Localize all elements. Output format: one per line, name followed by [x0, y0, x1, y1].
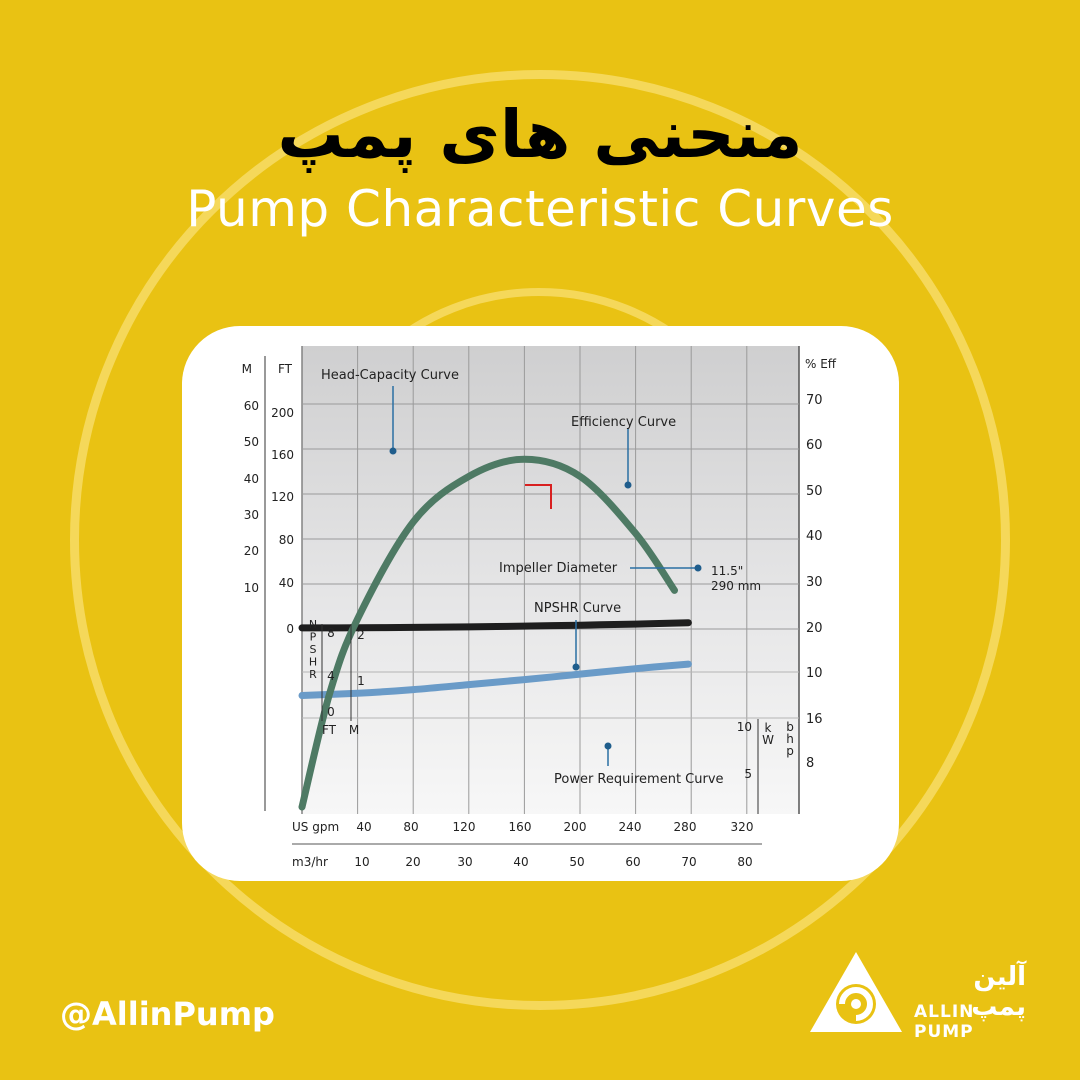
bhp-axis-letter: b [786, 720, 794, 734]
kw-axis-letter: k [765, 721, 772, 735]
plot-background [302, 346, 799, 814]
right-axis-eff-tick: 40 [806, 529, 823, 544]
x-axis-gpm-tick: 160 [509, 820, 532, 834]
impeller-dot [694, 564, 702, 572]
x-axis-gpm-tick: 320 [731, 820, 754, 834]
npshr-ft-tick: 8 [327, 626, 335, 640]
left-axis-m-tick: 10 [244, 581, 259, 595]
left-axis-ft-title: FT [278, 362, 293, 376]
left-axis-ft-tick: 40 [279, 576, 294, 590]
social-handle: @AllinPump [60, 995, 275, 1033]
left-axis-ft-tick: 160 [271, 448, 294, 462]
right-axis-bhp-tick: 16 [806, 712, 823, 727]
right-axis-bhp-tick: 8 [806, 756, 814, 771]
npshr-curve-label: NPSHR Curve [534, 601, 621, 616]
x-axis-m3hr-tick: 20 [405, 855, 420, 869]
duty-point-marker [525, 484, 552, 509]
head-capacity-curve [298, 619, 692, 632]
left-axis-m-tick: 50 [244, 435, 259, 449]
right-axis-eff-title: % Eff [805, 357, 837, 371]
left-axis-ft-tick: 80 [279, 533, 294, 547]
npshr-m-label: M [349, 723, 359, 737]
left-axis-m-tick: 20 [244, 544, 259, 558]
bhp-axis-letter: h [786, 732, 794, 746]
left-axis-m-tick: 30 [244, 508, 259, 522]
x-axis-m3hr-tick: 50 [569, 855, 584, 869]
left-axis-m-title: M [242, 362, 252, 376]
x-axis-gpm-tick: 80 [403, 820, 418, 834]
x-axis-gpm-tick: 240 [619, 820, 642, 834]
impeller-diameter-label: Impeller Diameter [499, 561, 618, 576]
efficiency-curve-label: Efficiency Curve [571, 415, 676, 430]
x-axis-m3hr-tick: 60 [625, 855, 640, 869]
npshr-ft-label: FT [322, 723, 337, 737]
chart-card: Head-Capacity Curve Efficiency Curve Impel… [182, 326, 899, 881]
left-axis-ft-tick: 120 [271, 490, 294, 504]
kw-axis-tick: 10 [737, 720, 752, 734]
impeller-diameter-mm: 290 mm [711, 579, 761, 593]
left-axis-ft-tick: 200 [271, 406, 294, 420]
npshr-axis-letter: N [309, 618, 317, 631]
right-axis-eff-tick: 20 [806, 621, 823, 636]
x-axis-m3hr-tick: 30 [457, 855, 472, 869]
x-axis-gpm-tick: 280 [674, 820, 697, 834]
left-axis-m-tick: 40 [244, 472, 259, 486]
right-axis-eff-tick: 50 [806, 484, 823, 499]
logo-text-english: ALLIN PUMP [914, 1002, 975, 1042]
logo-mark-icon [810, 952, 902, 1032]
npshr-m-tick: 1 [357, 674, 365, 688]
left-axis-ft-tick: 0 [286, 622, 294, 636]
x-axis-m3hr-tick: 70 [681, 855, 696, 869]
kw-axis-letter: W [762, 733, 774, 747]
power-dot [604, 742, 612, 750]
kw-axis-tick: 5 [744, 767, 752, 781]
title-english: Pump Characteristic Curves [186, 180, 894, 238]
x-axis-m3hr-title: m3/hr [292, 855, 328, 869]
right-axis-eff-tick: 70 [806, 393, 823, 408]
x-axis-m3hr-tick: 10 [354, 855, 369, 869]
efficiency-curve [298, 660, 692, 699]
power-requirement-curve [298, 455, 678, 811]
bhp-axis-letter: p [786, 744, 794, 758]
head-capacity-dot [389, 447, 397, 455]
npshr-axis-letter: H [309, 656, 317, 669]
logo-text-persian: آلین پمپ [971, 962, 1026, 1022]
right-axis-eff-tick: 60 [806, 438, 823, 453]
left-axis-m-tick: 60 [244, 399, 259, 413]
right-axis-eff-tick: 30 [806, 575, 823, 590]
head-capacity-curve-label: Head-Capacity Curve [321, 368, 459, 383]
npshr-axis-letter: P [310, 631, 317, 644]
efficiency-dot [624, 481, 632, 489]
power-requirement-curve-label: Power Requirement Curve [554, 772, 724, 787]
right-axis-eff-tick: 10 [806, 666, 823, 681]
npshr-dot [572, 663, 580, 671]
npshr-ft-tick: 0 [327, 705, 335, 719]
npshr-axis-letter: S [310, 643, 317, 656]
npshr-m-tick: 2 [357, 628, 365, 642]
brand-logo: آلین پمپ ALLIN PUMP [806, 948, 1026, 1042]
x-axis-gpm-tick: 40 [356, 820, 371, 834]
pump-curves-chart: Head-Capacity Curve Efficiency Curve Impel… [242, 346, 837, 869]
x-axis-m3hr-tick: 40 [513, 855, 528, 869]
npshr-axis-letter: R [309, 668, 317, 681]
npshr-ft-tick: 4 [327, 669, 335, 683]
impeller-diameter-inches: 11.5" [711, 564, 743, 578]
x-axis-gpm-tick: 200 [564, 820, 587, 834]
title-persian: منحنی های پمپ [277, 96, 803, 173]
x-axis-gpm-title: US gpm [292, 820, 339, 834]
x-axis-gpm-tick: 120 [453, 820, 476, 834]
x-axis-m3hr-tick: 80 [737, 855, 752, 869]
